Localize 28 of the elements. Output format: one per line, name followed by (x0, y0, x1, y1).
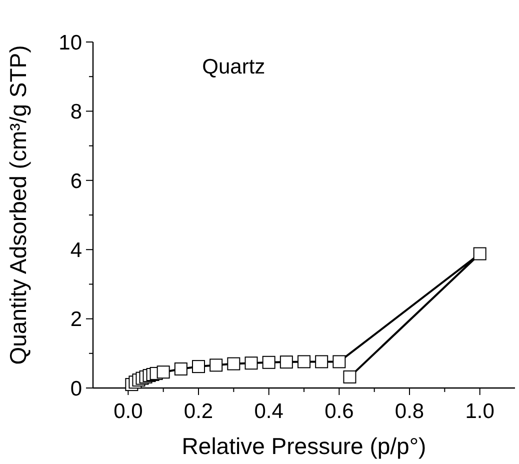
y-tick-label: 8 (70, 100, 82, 124)
point (280, 356, 293, 369)
point (473, 247, 486, 260)
y-tick-label: 0 (70, 377, 82, 400)
text: Quartz (202, 56, 266, 79)
point (343, 370, 356, 384)
x-tick-label: 0.0 (114, 400, 143, 423)
point (244, 356, 258, 370)
x-tick-label: 0.4 (254, 400, 284, 423)
y-tick-label: 4 (70, 238, 82, 262)
y-tick-label: 6 (70, 170, 82, 193)
y-axis-title: Quantity Adsorbed (cm³/g STP) (5, 45, 31, 365)
point (315, 355, 328, 368)
x-tick-label: 1.0 (465, 400, 494, 423)
x-tick-label: 0.6 (324, 400, 354, 423)
point (227, 357, 240, 370)
point (210, 358, 223, 372)
y-tick-label: 2 (70, 308, 82, 332)
point (156, 366, 170, 379)
point (332, 355, 346, 368)
y-tick-label: 10 (58, 31, 82, 54)
point (262, 356, 276, 369)
point (174, 362, 188, 376)
x-tick-label: 0.8 (394, 400, 424, 423)
x-tick-label: 0.2 (184, 400, 214, 423)
point (192, 360, 205, 374)
x-axis-title: Relative Pressure (p/p°) (182, 433, 426, 459)
point (298, 355, 310, 368)
